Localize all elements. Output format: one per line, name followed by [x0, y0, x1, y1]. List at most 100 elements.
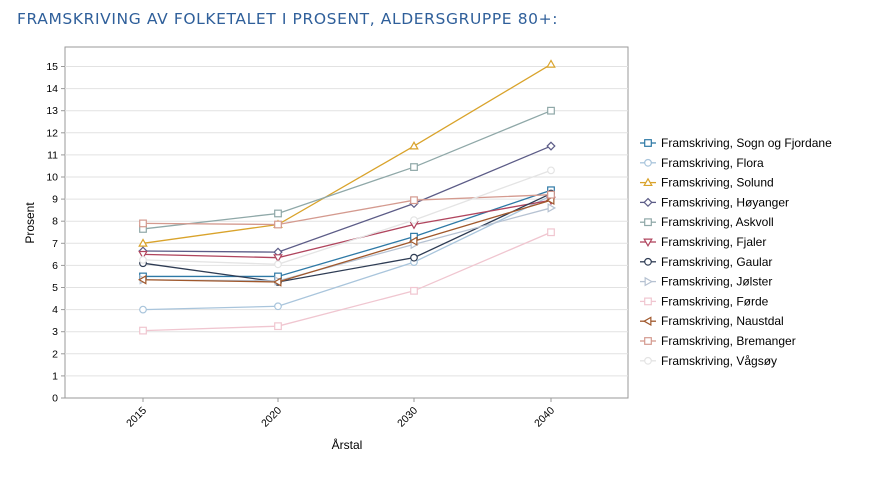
series-line: [142, 145, 552, 253]
series-line: [142, 194, 552, 226]
y-tick-label: 11: [47, 149, 58, 161]
legend-item: Framskriving, Høyanger: [640, 195, 789, 209]
grid-lines: [65, 66, 628, 377]
legend-label: Framskriving, Askvoll: [661, 215, 774, 229]
data-point: [546, 141, 556, 151]
data-point: [410, 216, 418, 224]
series-line: [142, 231, 552, 332]
legend-label: Framskriving, Jølster: [661, 275, 772, 289]
data-point: [410, 286, 418, 295]
series-line: [142, 199, 552, 283]
data-point: [642, 316, 652, 327]
series-line: [142, 199, 552, 259]
legend-label: Framskriving, Sogn og Fjordane: [661, 136, 832, 150]
series-line: [142, 63, 552, 244]
y-tick-label: 9: [52, 194, 58, 206]
data-point: [643, 197, 653, 208]
x-tick-label: 2020: [259, 405, 284, 430]
y-axis-label: Prosent: [23, 202, 37, 244]
x-axis-ticks: 2015 2020 2030 2040: [124, 398, 557, 430]
x-tick-label: 2030: [395, 405, 420, 430]
legend-item: Framskriving, Fjaler: [640, 235, 766, 249]
y-tick-label: 14: [46, 83, 58, 95]
y-tick-label: 7: [52, 238, 58, 250]
data-point: [644, 257, 652, 266]
y-tick-label: 2: [52, 348, 58, 360]
data-point: [274, 322, 282, 331]
data-point: [409, 141, 419, 150]
plot-frame: [64, 46, 629, 399]
legend-item: Framskriving, Førde: [640, 294, 769, 308]
legend-item: Framskriving, Flora: [640, 156, 764, 170]
y-tick-label: 3: [52, 326, 58, 338]
legend-item: Framskriving, Askvoll: [640, 215, 774, 229]
x-tick-label: 2015: [124, 405, 149, 430]
legend-item: Framskriving, Naustdal: [640, 314, 784, 328]
data-point: [139, 305, 147, 314]
x-axis-label: Årstal: [332, 437, 363, 452]
series-line: [142, 195, 552, 311]
data-point: [139, 326, 147, 335]
y-tick-label: 8: [52, 216, 58, 228]
legend-label: Framskriving, Høyanger: [661, 195, 789, 209]
y-tick-label: 10: [46, 172, 58, 184]
legend-label: Framskriving, Bremanger: [661, 334, 796, 348]
series-5: [139, 106, 555, 233]
data-point: [547, 106, 555, 115]
series-line: [142, 169, 552, 265]
data-point: [644, 297, 652, 306]
legend-label: Framskriving, Flora: [661, 156, 764, 170]
data-point: [643, 238, 653, 248]
data-point: [410, 196, 418, 205]
data-point: [408, 236, 418, 246]
data-point: [410, 253, 418, 262]
legend: Framskriving, Sogn og Fjordane Framskrivi…: [640, 136, 832, 368]
data-point: [644, 218, 652, 227]
y-tick-label: 5: [52, 282, 58, 294]
data-point: [644, 337, 652, 345]
legend-item: Framskriving, Bremanger: [640, 334, 796, 348]
data-point: [410, 163, 418, 171]
legend-item: Framskriving, Solund: [640, 176, 774, 190]
data-point: [547, 228, 555, 237]
y-tick-label: 12: [46, 127, 58, 139]
x-tick-label: 2040: [532, 405, 557, 430]
data-point: [137, 274, 147, 285]
legend-item: Framskriving, Jølster: [640, 275, 772, 289]
data-point: [547, 203, 557, 213]
series-line: [142, 110, 552, 230]
data-point: [273, 254, 283, 263]
data-point: [139, 255, 147, 264]
y-tick-label: 6: [52, 260, 58, 272]
y-tick-label: 4: [52, 304, 58, 316]
series-line: [143, 189, 552, 278]
data-point: [547, 190, 555, 199]
data-point: [643, 177, 653, 187]
legend-item: Framskriving, Vågsøy: [640, 354, 777, 368]
y-tick-label: 1: [52, 370, 58, 382]
series-9: [139, 228, 555, 335]
data-point: [138, 250, 148, 260]
legend-label: Framskriving, Solund: [661, 176, 774, 190]
data-point: [644, 356, 652, 365]
data-point: [644, 276, 654, 287]
series-12: [139, 166, 555, 269]
legend-label: Framskriving, Gaular: [661, 255, 772, 269]
data-point: [138, 238, 148, 247]
data-point: [546, 59, 556, 68]
legend-label: Framskriving, Førde: [661, 294, 769, 308]
data-point: [272, 277, 282, 287]
data-point: [644, 139, 652, 147]
legend-item: Framskriving, Gaular: [640, 255, 772, 269]
y-tick-label: 15: [46, 61, 58, 73]
data-point: [644, 158, 652, 167]
page-title: FRAMSKRIVING AV FOLKETALET I PROSENT, AL…: [17, 10, 559, 28]
data-point: [274, 260, 282, 269]
data-point: [139, 219, 147, 228]
data-point: [274, 302, 282, 311]
y-tick-label: 13: [46, 105, 58, 117]
legend-label: Framskriving, Fjaler: [661, 235, 766, 249]
legend-item: Framskriving, Sogn og Fjordane: [640, 136, 832, 150]
y-tick-label: 0: [52, 393, 58, 405]
data-point: [274, 220, 282, 229]
